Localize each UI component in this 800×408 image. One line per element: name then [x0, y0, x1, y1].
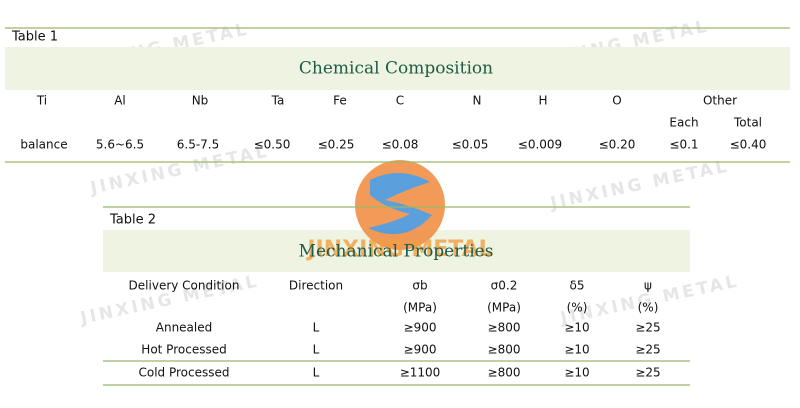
cell: ≥800 [488, 321, 521, 335]
header-cell: H [538, 94, 547, 108]
cell: ≥900 [404, 343, 437, 357]
cell: ≤0.08 [382, 138, 419, 152]
cell: Annealed [156, 321, 213, 335]
header-cell: σb [412, 279, 427, 293]
cell: ≤0.05 [452, 138, 489, 152]
unit-cell: (MPa) [487, 301, 521, 315]
cell: ≥800 [488, 343, 521, 357]
watermark: JINXING METAL [548, 156, 731, 214]
cell: ≥1100 [400, 366, 441, 380]
cell: Hot Processed [141, 343, 226, 357]
logo-mark [368, 172, 432, 235]
cell: balance [20, 138, 67, 152]
table-title: Chemical Composition [299, 59, 493, 79]
cell: Cold Processed [138, 366, 229, 380]
cell: ≤0.20 [599, 138, 636, 152]
cell: 5.6~6.5 [96, 138, 144, 152]
unit-cell: (%) [567, 301, 588, 315]
cell: L [313, 343, 320, 357]
title-band [5, 47, 790, 90]
cell: ≤0.50 [254, 138, 291, 152]
header-cell: Nb [192, 94, 209, 108]
cell: L [313, 366, 320, 380]
logo [355, 160, 445, 250]
header-cell: Ta [271, 94, 285, 108]
logo-text: JINXING METAL [305, 237, 492, 262]
cell: 6.5-7.5 [177, 138, 220, 152]
cell: ≥900 [404, 321, 437, 335]
subheader-cell: Each [669, 116, 698, 130]
header-cell: N [473, 94, 482, 108]
cell: ≥25 [635, 366, 660, 380]
cell: ≥25 [635, 343, 660, 357]
subheader-cell: Total [733, 116, 762, 130]
header-cell: Al [114, 94, 126, 108]
cell: ≥10 [564, 343, 589, 357]
header-cell: σ0.2 [491, 279, 518, 293]
table-title: Mechanical Properties [299, 242, 494, 262]
header-cell: Other [703, 94, 737, 108]
header-cell: Direction [289, 279, 343, 293]
cell: ≥10 [564, 321, 589, 335]
cell: ≥800 [488, 366, 521, 380]
table-label: Table 1 [11, 30, 58, 45]
cell: ≥25 [635, 321, 660, 335]
cell: ≤0.25 [318, 138, 355, 152]
cell: L [313, 321, 320, 335]
table-label: Table 2 [109, 213, 156, 228]
header-cell: Fe [333, 94, 347, 108]
cell: ≥10 [564, 366, 589, 380]
cell: ≤0.009 [518, 138, 562, 152]
cell: ≤0.40 [730, 138, 767, 152]
header-cell: C [396, 94, 404, 108]
header-cell: O [612, 94, 621, 108]
cell: ≤0.1 [669, 138, 698, 152]
unit-cell: (MPa) [403, 301, 437, 315]
header-cell: Ti [36, 94, 47, 108]
header-cell: ψ [644, 279, 652, 293]
header-cell: Delivery Condition [129, 279, 240, 293]
header-cell: δ5 [570, 279, 585, 293]
unit-cell: (%) [638, 301, 659, 315]
